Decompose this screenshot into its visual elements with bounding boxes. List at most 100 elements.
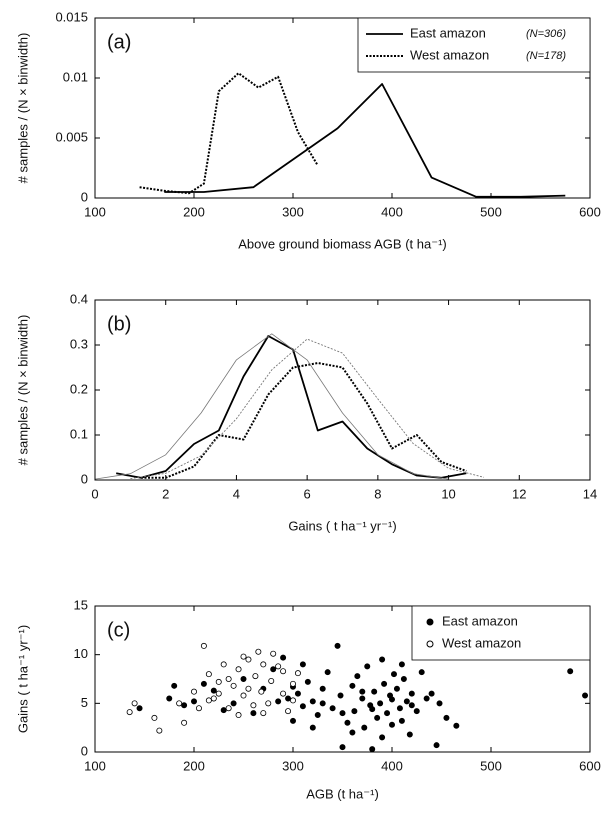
data-point <box>258 688 265 695</box>
data-point <box>235 712 242 719</box>
axes-frame <box>94 605 591 753</box>
y-axis-label: Gains ( t ha⁻¹ yr⁻¹) <box>15 625 30 733</box>
data-point <box>275 698 282 705</box>
data-point <box>166 695 173 702</box>
y-tick-label: 0.2 <box>70 381 88 396</box>
data-point <box>408 690 415 697</box>
legend-swatch <box>426 618 434 626</box>
axes-frame <box>94 17 591 199</box>
data-point <box>413 708 420 715</box>
x-tick-label: 500 <box>480 204 502 219</box>
x-tick-label: 500 <box>480 758 502 773</box>
x-axis-label: Gains ( t ha⁻¹ yr⁻¹) <box>288 518 396 533</box>
y-tick-label: 0.4 <box>70 291 88 306</box>
legend-swatch <box>426 640 434 648</box>
data-point <box>190 698 197 705</box>
data-point <box>181 702 188 709</box>
data-point <box>379 734 386 741</box>
data-point <box>408 702 415 709</box>
data-point <box>235 666 242 673</box>
x-axis-label: AGB (t ha⁻¹) <box>306 786 379 801</box>
data-point <box>423 695 430 702</box>
data-point <box>319 700 326 707</box>
data-point <box>171 682 178 689</box>
data-point <box>309 698 316 705</box>
data-point <box>200 680 207 687</box>
data-point <box>181 719 188 726</box>
data-point <box>418 669 425 676</box>
data-point <box>136 705 143 712</box>
y-tick-label: 0.005 <box>55 129 88 144</box>
data-point <box>289 697 296 704</box>
data-point <box>205 671 212 678</box>
data-point <box>388 721 395 728</box>
legend-label: West amazon <box>442 635 521 650</box>
x-tick-label: 10 <box>441 486 455 501</box>
data-point <box>280 668 287 675</box>
panel-label: (a) <box>107 31 131 53</box>
data-point <box>359 688 366 695</box>
data-point <box>289 680 296 687</box>
data-point <box>371 688 378 695</box>
panel-label: (b) <box>107 313 131 335</box>
data-point <box>230 682 237 689</box>
data-point <box>250 710 257 717</box>
data-point <box>210 695 217 702</box>
data-point <box>240 653 247 660</box>
data-point <box>398 717 405 724</box>
data-point <box>245 685 252 692</box>
x-tick-label: 200 <box>183 758 205 773</box>
data-line <box>164 83 566 198</box>
data-point <box>403 698 410 705</box>
data-line <box>94 333 449 480</box>
data-point <box>428 690 435 697</box>
panel-label: (c) <box>107 619 130 641</box>
panel: 0 2 4 6 8 10 12 14 0 0.1 0.2 0.3 0.4 Gains ( t ha⁻¹ y… <box>15 291 597 533</box>
panel: 100 200 300 400 500 600 0 0.005 0.01 0.015 Above g… <box>15 9 600 251</box>
data-point <box>240 676 247 683</box>
data-point <box>359 695 366 702</box>
data-line <box>141 362 467 479</box>
data-point <box>299 661 306 668</box>
data-point <box>200 642 207 649</box>
legend-label: East amazon <box>410 25 486 40</box>
y-tick-label: 15 <box>74 597 88 612</box>
x-tick-label: 600 <box>579 758 601 773</box>
x-tick-label: 200 <box>183 204 205 219</box>
data-point <box>280 654 287 661</box>
data-point <box>354 673 361 680</box>
x-tick-label: 0 <box>91 486 98 501</box>
data-point <box>294 670 301 677</box>
y-tick-label: 0 <box>81 743 88 758</box>
data-point <box>225 676 232 683</box>
data-point <box>285 708 292 715</box>
data-point <box>334 642 341 649</box>
data-point <box>245 656 252 663</box>
x-tick-label: 100 <box>84 758 106 773</box>
data-point <box>225 705 232 712</box>
data-point <box>381 680 388 687</box>
x-tick-label: 100 <box>84 204 106 219</box>
data-point <box>215 690 222 697</box>
data-point <box>398 661 405 668</box>
data-point <box>351 708 358 715</box>
data-point <box>210 687 217 694</box>
x-tick-label: 300 <box>282 758 304 773</box>
x-tick-label: 12 <box>512 486 526 501</box>
data-point <box>349 682 356 689</box>
axes-frame <box>94 299 591 481</box>
y-tick-label: 0.015 <box>55 9 88 24</box>
data-point <box>337 692 344 699</box>
x-tick-label: 6 <box>304 486 311 501</box>
data-point <box>190 688 197 695</box>
data-point <box>369 746 376 753</box>
data-point <box>379 656 386 663</box>
y-tick-label: 0 <box>81 189 88 204</box>
data-point <box>250 702 257 709</box>
data-point <box>361 724 368 731</box>
x-tick-label: 14 <box>583 486 597 501</box>
legend-label: West amazon <box>410 47 489 62</box>
data-point <box>436 700 443 707</box>
data-point <box>339 744 346 751</box>
data-point <box>319 685 326 692</box>
